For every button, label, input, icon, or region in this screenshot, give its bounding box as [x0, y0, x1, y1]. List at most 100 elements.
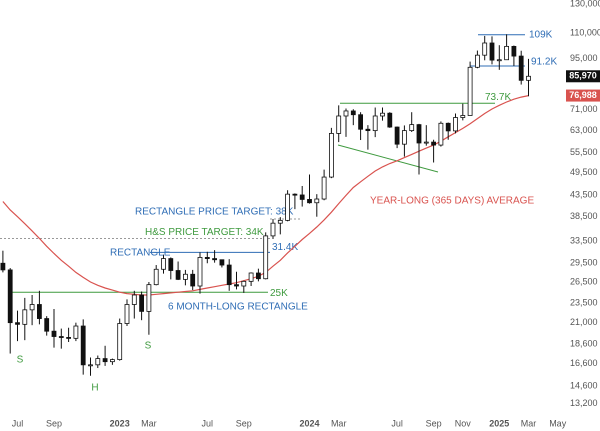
candle-body	[307, 199, 312, 204]
y-tick-label: 13,200	[570, 398, 598, 408]
candle-body	[102, 358, 108, 363]
candle-body	[416, 124, 422, 144]
candle-body	[153, 268, 159, 286]
x-tick-label: May	[549, 418, 567, 428]
annotation: S	[17, 355, 24, 366]
y-tick-label: 21,000	[570, 317, 598, 327]
candle-body	[58, 336, 64, 338]
x-tick-label: 2023	[110, 418, 130, 428]
candle-body	[270, 222, 276, 237]
candle-body	[263, 235, 269, 280]
y-tick-label: 29,500	[570, 258, 598, 268]
candle-body	[489, 42, 495, 61]
price-tag-label: 76,988	[569, 90, 597, 100]
y-tick-label: 63,000	[570, 125, 598, 135]
candle-body	[7, 269, 13, 324]
trend-line	[337, 144, 439, 173]
candle-body	[299, 194, 305, 200]
level-label: 31.4K	[272, 242, 298, 253]
candle-body	[226, 264, 232, 286]
candle-body	[314, 198, 320, 204]
price-tag	[566, 89, 600, 102]
candle-body	[438, 122, 444, 146]
candle-body	[496, 59, 502, 62]
x-tick-label: Jul	[391, 418, 403, 428]
candle-body	[241, 280, 247, 287]
candle-body	[526, 75, 531, 81]
price-tag	[566, 70, 600, 83]
y-tick-label: 110,000	[570, 28, 600, 38]
candle-body	[387, 112, 393, 128]
level-label: RECTANGLE PRICE TARGET: 38K	[135, 207, 294, 218]
candle-body	[343, 110, 349, 117]
candle-body	[482, 42, 488, 56]
candle-body	[51, 330, 57, 337]
y-tick-label: 26,500	[570, 276, 598, 286]
candle-body	[0, 262, 6, 271]
annotation: H	[91, 383, 98, 394]
candle-body	[321, 176, 327, 200]
x-tick-label: Jul	[12, 418, 24, 428]
candle-body	[358, 114, 364, 130]
level-label: 109K	[529, 29, 553, 40]
candle-body	[37, 304, 42, 319]
x-tick-label: 2025	[489, 418, 509, 428]
annotation: S	[145, 341, 152, 352]
candle-body	[445, 122, 451, 132]
y-tick-label: 49,500	[570, 167, 598, 177]
candle-body	[431, 141, 437, 146]
candle-body	[95, 358, 101, 366]
x-tick-label: Sep	[46, 418, 62, 428]
level-label: H&S PRICE TARGET: 34K	[145, 227, 264, 238]
candle-body	[467, 66, 473, 116]
x-tick-label: Nov	[455, 418, 472, 428]
candle-body	[204, 257, 210, 259]
price-tag-label: 85,970	[569, 71, 597, 81]
candle-body	[139, 294, 145, 312]
y-tick-label: 16,600	[570, 358, 598, 368]
level-label: 73.7K	[485, 92, 511, 103]
candle-body	[146, 284, 152, 312]
candle-body	[110, 359, 115, 363]
x-tick-label: Sep	[426, 418, 442, 428]
candle-body	[504, 45, 510, 61]
candle-body	[88, 364, 93, 367]
candle-body	[511, 45, 517, 57]
x-tick-label: Jul	[202, 418, 214, 428]
candle-body	[518, 55, 524, 81]
candle-body	[336, 115, 342, 134]
candle-body	[372, 115, 378, 132]
candle-body	[131, 294, 137, 305]
candle-body	[15, 322, 20, 325]
candle-body	[423, 141, 429, 144]
candle-body	[255, 272, 261, 280]
candle-body	[80, 325, 86, 366]
candle-body	[350, 110, 356, 116]
candle-body	[453, 117, 458, 132]
annotation: 6 MONTH-LONG RECTANGLE	[168, 302, 308, 313]
candle-body	[190, 273, 196, 287]
x-tick-label: Sep	[236, 418, 252, 428]
candle-body	[460, 115, 466, 118]
candle-body	[168, 258, 174, 271]
candle-body	[248, 272, 254, 282]
candle-body	[29, 304, 35, 311]
level-label: 91.2K	[531, 57, 557, 68]
candle-body	[219, 259, 225, 266]
candle-body	[328, 133, 334, 178]
y-tick-label: 71,000	[570, 104, 598, 114]
level-label: 25K	[270, 288, 288, 299]
x-tick-label: Mar	[141, 418, 157, 428]
candle-body	[277, 219, 283, 224]
y-tick-label: 95,000	[570, 53, 598, 63]
y-tick-label: 23,500	[570, 297, 598, 307]
candle-body	[182, 273, 188, 280]
y-tick-label: 55,500	[570, 147, 598, 157]
candle-body	[124, 304, 130, 324]
candle-body	[401, 130, 407, 145]
y-tick-label: 18,600	[570, 338, 598, 348]
y-tick-label: 130,000	[570, 0, 600, 8]
candle-body	[212, 258, 218, 261]
